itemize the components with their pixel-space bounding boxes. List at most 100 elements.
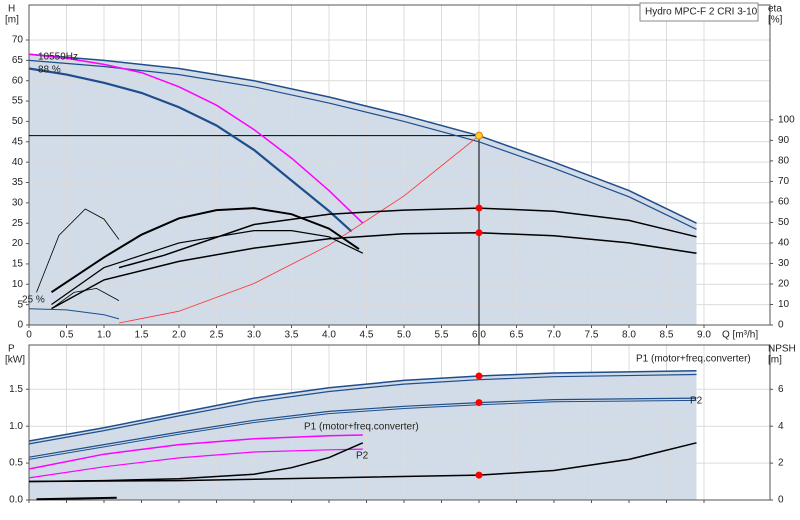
y-tick-label: 10 — [12, 279, 24, 290]
y2-axis-label: eta — [768, 4, 782, 15]
curve — [28, 308, 120, 320]
y-tick-label: 0.0 — [9, 495, 23, 506]
x-tick-label: 4.0 — [322, 330, 336, 341]
y-tick-label: 20 — [12, 238, 24, 249]
y2-tick-label: 100 — [778, 115, 795, 126]
curve — [118, 135, 480, 324]
curve — [28, 67, 353, 233]
curve — [28, 53, 697, 224]
y2-tick-label: 50 — [778, 217, 790, 228]
curve — [28, 434, 363, 470]
y2-tick-label: 90 — [778, 135, 790, 146]
y-tick-label: 45 — [12, 136, 24, 147]
y-tick-label: 35 — [12, 177, 24, 188]
curve — [28, 442, 364, 483]
y2-axis-label: NPSH — [768, 344, 796, 355]
y-tick-label: 40 — [12, 157, 24, 168]
y2-axis-unit: [%] — [768, 15, 783, 26]
annotation: 10559Hz — [38, 52, 78, 63]
y-tick-label: 50 — [12, 116, 24, 127]
y-tick-label: 60 — [12, 75, 24, 86]
duty-point — [475, 229, 483, 237]
y-axis-unit: [m] — [5, 15, 19, 26]
legend-text: Hydro MPC-F 2 CRI 3-10 — [645, 7, 758, 18]
annotation: P1 (motor+freq.converter) — [304, 422, 419, 433]
x-tick-label: 1.5 — [135, 330, 149, 341]
x-tick-label: 2.5 — [210, 330, 224, 341]
curve — [28, 448, 363, 479]
duty-point — [475, 204, 483, 212]
x-tick-label: 0 — [26, 330, 32, 341]
duty-point — [475, 131, 483, 140]
x-tick-label: 0.5 — [60, 330, 74, 341]
x-tick-label: 7.5 — [585, 330, 599, 341]
y-tick-label: 0.5 — [9, 458, 23, 469]
x-tick-label: 3.0 — [247, 330, 261, 341]
curve — [51, 231, 697, 310]
curve — [28, 59, 697, 230]
x-tick-label: 3.5 — [285, 330, 299, 341]
y2-tick-label: 30 — [778, 258, 790, 269]
x-tick-label: 9.0 — [697, 330, 711, 341]
curve — [36, 496, 117, 501]
y-tick-label: 70 — [12, 35, 24, 46]
x-tick-label: 4.5 — [360, 330, 374, 341]
y-tick-label: 30 — [12, 198, 24, 209]
annotation: P2 — [356, 451, 369, 462]
legend-frame — [639, 2, 759, 22]
y2-tick-label: 0 — [778, 495, 784, 506]
x-tick-label: 8.0 — [622, 330, 636, 341]
duty-point — [475, 471, 483, 479]
y-axis-unit: [kW] — [5, 355, 25, 366]
plot-frame — [28, 344, 771, 501]
y-tick-label: 15 — [12, 259, 24, 270]
plot-frame — [28, 4, 771, 326]
y2-tick-label: 70 — [778, 176, 790, 187]
y2-tick-label: 80 — [778, 156, 790, 167]
annotation: P2 — [690, 396, 703, 407]
x-tick-label: 5.5 — [435, 330, 449, 341]
y-tick-label: 5 — [17, 299, 23, 310]
y-tick-label: 25 — [12, 218, 24, 229]
annotation: 88 % — [38, 65, 61, 76]
annotation: P1 (motor+freq.converter) — [636, 354, 751, 365]
curve — [28, 53, 364, 224]
x-tick-label: 1.0 — [97, 330, 111, 341]
duty-point — [475, 399, 483, 407]
y-axis-label: P — [8, 344, 15, 355]
y2-tick-label: 4 — [778, 421, 784, 432]
y2-tick-label: 20 — [778, 279, 790, 290]
y2-axis-unit: [m] — [768, 355, 782, 366]
curve — [28, 373, 697, 445]
y2-tick-label: 40 — [778, 238, 790, 249]
y2-tick-label: 0 — [778, 320, 784, 331]
y2-tick-label: 6 — [778, 384, 784, 395]
curve — [51, 287, 120, 310]
duty-point — [475, 372, 483, 380]
x-axis-label: Q [m³/h] — [722, 330, 758, 341]
curve — [118, 207, 697, 269]
y2-tick-label: 2 — [778, 458, 784, 469]
curve — [28, 397, 697, 458]
y-tick-label: 1.5 — [9, 384, 23, 395]
x-tick-label: 2.0 — [172, 330, 186, 341]
y-tick-label: 55 — [12, 96, 24, 107]
y-tick-label: 0 — [17, 320, 23, 331]
x-tick-label: 5.0 — [397, 330, 411, 341]
curve — [51, 230, 364, 305]
x-tick-label: 8.5 — [660, 330, 674, 341]
curve — [36, 208, 120, 293]
y-tick-label: 1.0 — [9, 421, 23, 432]
legend-box: Hydro MPC-F 2 CRI 3-10 — [639, 2, 759, 22]
annotation: 25 % — [22, 295, 45, 306]
x-tick-label: 6.5 — [510, 330, 524, 341]
y-tick-label: 65 — [12, 55, 24, 66]
x-tick-label: 7.0 — [547, 330, 561, 341]
curve — [28, 370, 697, 442]
curve — [50, 207, 360, 294]
y2-tick-label: 60 — [778, 197, 790, 208]
curve — [28, 399, 697, 460]
operating-area — [29, 54, 697, 325]
y2-tick-label: 10 — [778, 299, 790, 310]
